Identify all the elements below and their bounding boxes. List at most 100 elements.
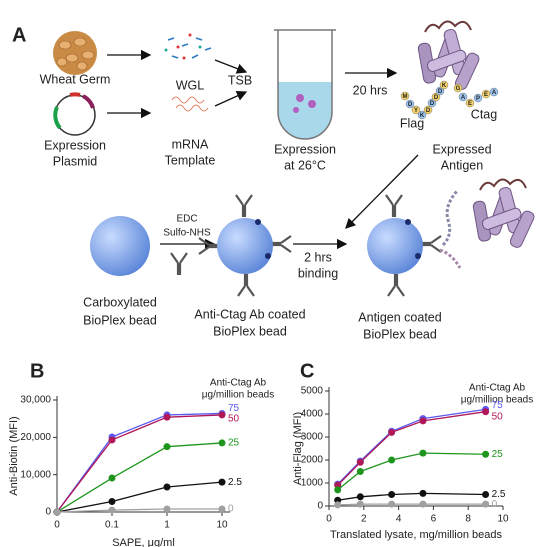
data-point	[356, 458, 364, 466]
data-point	[388, 428, 396, 436]
label: binding	[298, 266, 338, 280]
data-point	[163, 413, 171, 421]
legend-title: μg/million beads	[202, 390, 274, 401]
legend-title: Anti-Ctag Ab	[210, 378, 267, 389]
residue-bead	[465, 98, 475, 108]
data-point	[108, 506, 116, 514]
data-point	[163, 505, 171, 513]
residue-label: D	[408, 102, 413, 108]
series-line	[56, 414, 223, 513]
data-point	[334, 501, 342, 509]
y-tick-label: 4000	[301, 409, 324, 420]
x-tick-label: 0	[326, 514, 332, 525]
label: Expression	[274, 142, 336, 156]
data-point	[356, 500, 364, 508]
residue-bead	[439, 80, 449, 90]
residue-label: E	[484, 92, 488, 98]
x-tick-label: 10	[216, 520, 228, 531]
data-point	[388, 491, 396, 498]
residue-bead	[405, 99, 415, 109]
label: Expression	[44, 138, 106, 152]
data-point	[482, 450, 490, 458]
y-axis-label: Anti-Biotin (MFI)	[8, 416, 20, 495]
residue-label: G	[456, 86, 461, 92]
residue-bead	[427, 98, 437, 108]
y-tick-label: 0	[317, 501, 323, 512]
data-point	[53, 508, 61, 516]
mrna-icon	[171, 96, 209, 112]
residue-label: D	[438, 89, 443, 95]
x-tick-label: 6	[431, 514, 437, 525]
legend-entry: 0	[492, 499, 498, 510]
label: Flag	[400, 116, 424, 130]
residue-label: D	[426, 108, 431, 114]
bead	[90, 216, 150, 276]
legend-entry: 25	[228, 438, 240, 449]
series-line	[56, 442, 223, 513]
data-point	[218, 411, 226, 419]
residue-bead	[417, 110, 427, 120]
label: Carboxylated	[83, 295, 157, 309]
residue-bead	[489, 87, 499, 97]
wheat-germ-icon	[53, 31, 97, 75]
residue-bead	[473, 93, 483, 103]
label: 20 hrs	[353, 83, 388, 97]
legend-entry: 0	[228, 504, 234, 515]
residue-label: E	[468, 101, 472, 107]
y-tick-label: 20,000	[20, 432, 51, 443]
label: Anti-Ctag Ab coated	[194, 307, 305, 321]
label: EDC	[176, 214, 197, 225]
wgl-icon	[164, 33, 212, 60]
data-point	[419, 500, 427, 508]
legend-entry: 75	[228, 403, 240, 414]
label: Antigen coated	[358, 310, 441, 324]
data-point	[218, 505, 226, 513]
legend-entry: 50	[228, 414, 240, 425]
residue-label: P	[476, 96, 480, 102]
data-point	[482, 491, 490, 498]
x-tick-label: 8	[465, 514, 471, 525]
legend-title: μg/million beads	[461, 395, 533, 406]
label: 2 hrs	[304, 250, 332, 264]
coated-bead	[197, 193, 293, 298]
data-point	[356, 493, 364, 501]
series-line	[56, 412, 223, 513]
residue-bead	[458, 92, 468, 102]
residue-bead	[431, 92, 441, 102]
series-line	[56, 481, 223, 513]
protein-icon	[416, 20, 482, 92]
x-tick-label: 4	[396, 514, 402, 525]
label: mRNA	[172, 137, 209, 151]
plasmid-icon	[53, 92, 96, 136]
label: BioPlex bead	[83, 313, 157, 327]
x-axis-label: Translated lysate, mg/million beads	[330, 529, 503, 541]
label: Ctag	[471, 107, 497, 121]
y-tick-label: 5000	[301, 386, 324, 397]
legend-title: Anti-Ctag Ab	[469, 383, 526, 394]
data-point	[334, 486, 342, 494]
panel-label: A	[12, 24, 26, 46]
residue-bead	[435, 86, 445, 96]
y-tick-label: 30,000	[20, 395, 51, 406]
residue-label: Y	[414, 108, 418, 114]
residue-label: K	[420, 113, 425, 119]
label: at 26°C	[284, 158, 326, 172]
residue-bead	[400, 91, 410, 101]
legend-entry: 2.5	[228, 477, 242, 488]
residue-label: A	[461, 95, 466, 101]
label: WGL	[176, 78, 205, 92]
antibody	[169, 251, 189, 277]
x-axis-label: SAPE, μg/ml	[112, 537, 175, 547]
residue-bead	[423, 105, 433, 115]
label: BioPlex bead	[363, 327, 437, 341]
x-tick-label: 1	[164, 520, 170, 531]
label: Sulfo-NHS	[163, 228, 211, 239]
x-tick-label: 0.1	[105, 520, 119, 531]
legend-entry: 2.5	[492, 489, 506, 500]
residue-bead	[411, 105, 421, 115]
x-tick-label: 10	[497, 514, 509, 525]
data-point	[163, 483, 171, 491]
data-point	[218, 439, 226, 447]
